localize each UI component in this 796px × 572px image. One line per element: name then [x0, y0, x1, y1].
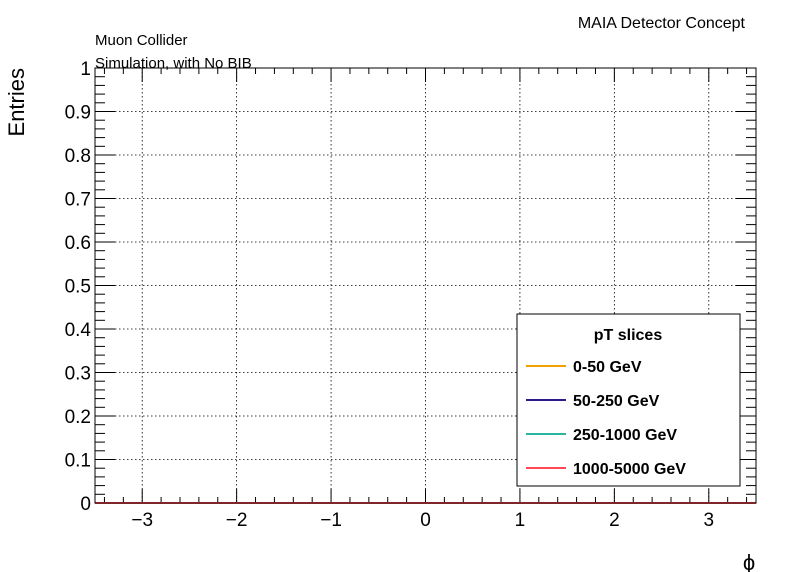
legend-entry-label: 1000-5000 GeV — [573, 461, 686, 478]
x-tick-label: 0 — [420, 510, 431, 531]
y-tick-label: 0.9 — [65, 103, 91, 124]
y-tick-label: 0.6 — [65, 233, 91, 254]
plot-frame — [94, 67, 757, 504]
legend-entry-label: 50-250 GeV — [573, 393, 660, 410]
y-tick-label: 0.4 — [65, 320, 92, 341]
experiment-label: MAIA Detector Concept — [578, 15, 746, 32]
y-tick-label: 0 — [80, 494, 91, 515]
y-tick-label: 0.5 — [65, 277, 91, 298]
y-tick-label: 0.7 — [65, 190, 91, 211]
grid — [95, 68, 756, 503]
x-tick-label: −1 — [320, 510, 342, 531]
x-tick-label: −2 — [226, 510, 248, 531]
x-axis-title: ϕ — [743, 550, 755, 572]
y-tick-label: 0.8 — [65, 146, 91, 167]
x-tick-label: 3 — [703, 510, 714, 531]
collider-label: Muon Collider — [95, 32, 188, 49]
y-tick-label: 0.2 — [65, 407, 91, 428]
legend-entry-label: 0-50 GeV — [573, 359, 642, 376]
x-tick-label: −3 — [131, 510, 153, 531]
y-tick-label: 0.3 — [65, 364, 91, 385]
x-tick-label: 1 — [515, 510, 526, 531]
legend-title: pT slices — [594, 327, 663, 344]
y-tick-labels: 0 0.1 0.2 0.3 0.4 0.5 0.6 0.7 0.8 0.9 1 — [65, 59, 92, 515]
legend: pT slices 0-50 GeV 50-250 GeV 250-1000 GeV… — [516, 313, 741, 487]
y-tick-label: 0.1 — [65, 451, 91, 472]
simulation-label: Simulation, with No BIB — [95, 55, 252, 72]
x-tick-labels: −3 −2 −1 0 1 2 3 — [131, 510, 714, 531]
y-axis-title: Entries — [4, 68, 29, 136]
y-tick-label: 1 — [80, 59, 91, 80]
legend-entry-label: 250-1000 GeV — [573, 427, 677, 444]
x-tick-label: 2 — [609, 510, 620, 531]
